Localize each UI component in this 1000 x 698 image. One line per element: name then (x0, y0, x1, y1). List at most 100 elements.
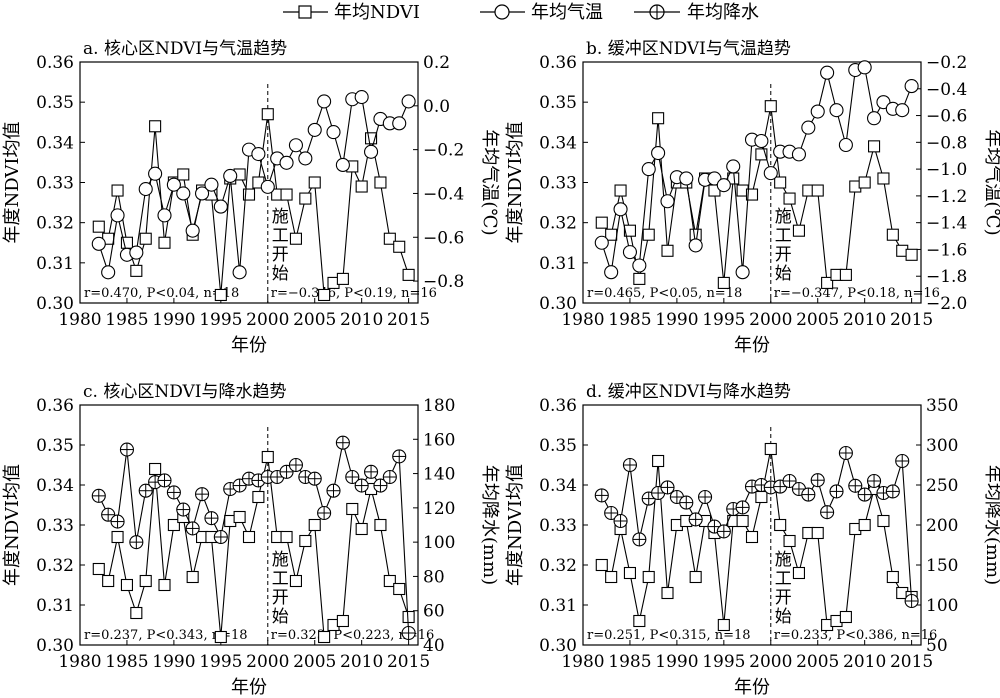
ndvi-point (595, 558, 608, 572)
y-tick-label: 0.36 (36, 396, 74, 416)
ndvi-point (242, 188, 256, 201)
ndvi-point (374, 176, 387, 189)
temperature-point (213, 199, 228, 214)
y-tick-label: 0.33 (539, 516, 577, 536)
precipitation-point (232, 478, 247, 493)
y2-tick-label: 80 (423, 567, 445, 587)
ndvi-point (355, 180, 368, 193)
y-tick-label: 0.31 (36, 596, 74, 616)
temperature-point (157, 208, 172, 223)
temperature-point (110, 208, 125, 223)
legend-temp-label: 年均气温 (531, 2, 603, 23)
precipitation-point (195, 487, 210, 502)
y2-tick-label: −2.0 (926, 294, 967, 314)
ndvi-point (214, 630, 227, 644)
temperature-point (260, 179, 275, 194)
x-tick-label: 1995 (702, 652, 745, 672)
temperature-point (307, 122, 322, 137)
x-axis-label: 年份 (231, 335, 267, 356)
temperature-point (791, 147, 806, 162)
y2-tick-label: −0.8 (926, 133, 967, 153)
y-tick-label: 0.30 (36, 636, 74, 656)
temperature-point (335, 157, 350, 173)
precipitation-point (176, 502, 191, 517)
y2-tick-label: 120 (423, 499, 455, 519)
temperature-point (641, 162, 656, 177)
ndvi-point (877, 514, 890, 528)
ndvi-point (745, 188, 759, 201)
x-tick-label: 2000 (246, 310, 289, 330)
temperature-point (810, 104, 825, 119)
y-tick-label: 0.32 (539, 214, 577, 234)
ndvi-point (336, 272, 349, 285)
x-tick-label: 2000 (749, 652, 792, 672)
stat-post-construction: r=−0.347, P<0.18, n=16 (774, 286, 940, 301)
y2-tick-label: 350 (926, 396, 958, 416)
precipitation-point (895, 453, 910, 469)
ndvi-point (149, 120, 162, 133)
ndvi-point (158, 578, 171, 592)
y-tick-label: 0.34 (539, 476, 577, 496)
temperature-point (622, 245, 637, 260)
x-tick-label: 2000 (246, 652, 289, 672)
precipitation-point (288, 457, 303, 473)
precipitation-point (801, 487, 816, 502)
legend: 年均NDVI 年均气温 年均降水 (283, 2, 759, 23)
x-tick-label: 1990 (152, 310, 195, 330)
x-tick-label: 1980 (58, 652, 101, 672)
ndvi-point (886, 570, 899, 584)
panel-title: b. 缓冲区NDVI与气温趋势 (586, 39, 791, 59)
legend-temp: 年均气温 (480, 2, 603, 23)
y2-tick-label: 50 (926, 636, 948, 656)
ndvi-point (839, 268, 852, 281)
ndvi-point (177, 168, 190, 181)
x-tick-label: 2005 (796, 310, 839, 330)
ndvi-point (623, 566, 636, 580)
x-tick-label: 1985 (608, 652, 651, 672)
ndvi-point (661, 244, 674, 257)
y-tick-label: 0.34 (36, 133, 74, 153)
ndvi-point (92, 220, 105, 233)
precipitation-point (885, 484, 900, 499)
construction-label-char: 开 (775, 245, 792, 265)
ndvi-point (774, 176, 787, 189)
y-tick-label: 0.32 (36, 214, 74, 234)
ndvi-point (242, 530, 256, 544)
y2-axis-label: 年均降水(mm) (982, 465, 1000, 585)
precipitation-point (820, 505, 835, 520)
temperature-point (857, 60, 872, 75)
ndvi-point (102, 574, 115, 588)
ndvi-point (792, 566, 805, 580)
precipitation-point (613, 513, 628, 529)
temperature-point (223, 168, 238, 183)
precipitation-point (622, 457, 637, 473)
y-tick-label: 0.31 (539, 596, 577, 616)
ndvi-point (149, 462, 162, 476)
ndvi-point (661, 586, 674, 600)
temperature-point (679, 171, 694, 186)
construction-label-char: 开 (272, 245, 289, 265)
x-tick-label: 1985 (608, 310, 651, 330)
x-tick-label: 1990 (655, 652, 698, 672)
temperature-point (829, 103, 844, 118)
temperature-point (801, 120, 816, 135)
ndvi-point (633, 272, 646, 285)
y2-axis-label: 年均气温(℃) (982, 129, 1000, 235)
y2-tick-label: −0.8 (423, 272, 464, 292)
temperature-point (298, 151, 313, 166)
temperature-point (148, 166, 163, 181)
y-tick-label: 0.32 (539, 556, 577, 576)
ndvi-point (383, 232, 396, 245)
y2-axis-label: 年均降水(mm) (479, 465, 500, 585)
precipitation-point (782, 473, 797, 489)
ndvi-point (839, 610, 852, 624)
y2-tick-label: −0.2 (423, 141, 464, 161)
precipitation-point (810, 473, 825, 488)
x-tick-label: 1995 (199, 310, 242, 330)
ndvi-point (755, 490, 768, 504)
ndvi-point (858, 518, 871, 532)
temperature-point (895, 103, 910, 118)
construction-label-char: 工 (775, 226, 792, 246)
precipitation-point (326, 483, 341, 498)
